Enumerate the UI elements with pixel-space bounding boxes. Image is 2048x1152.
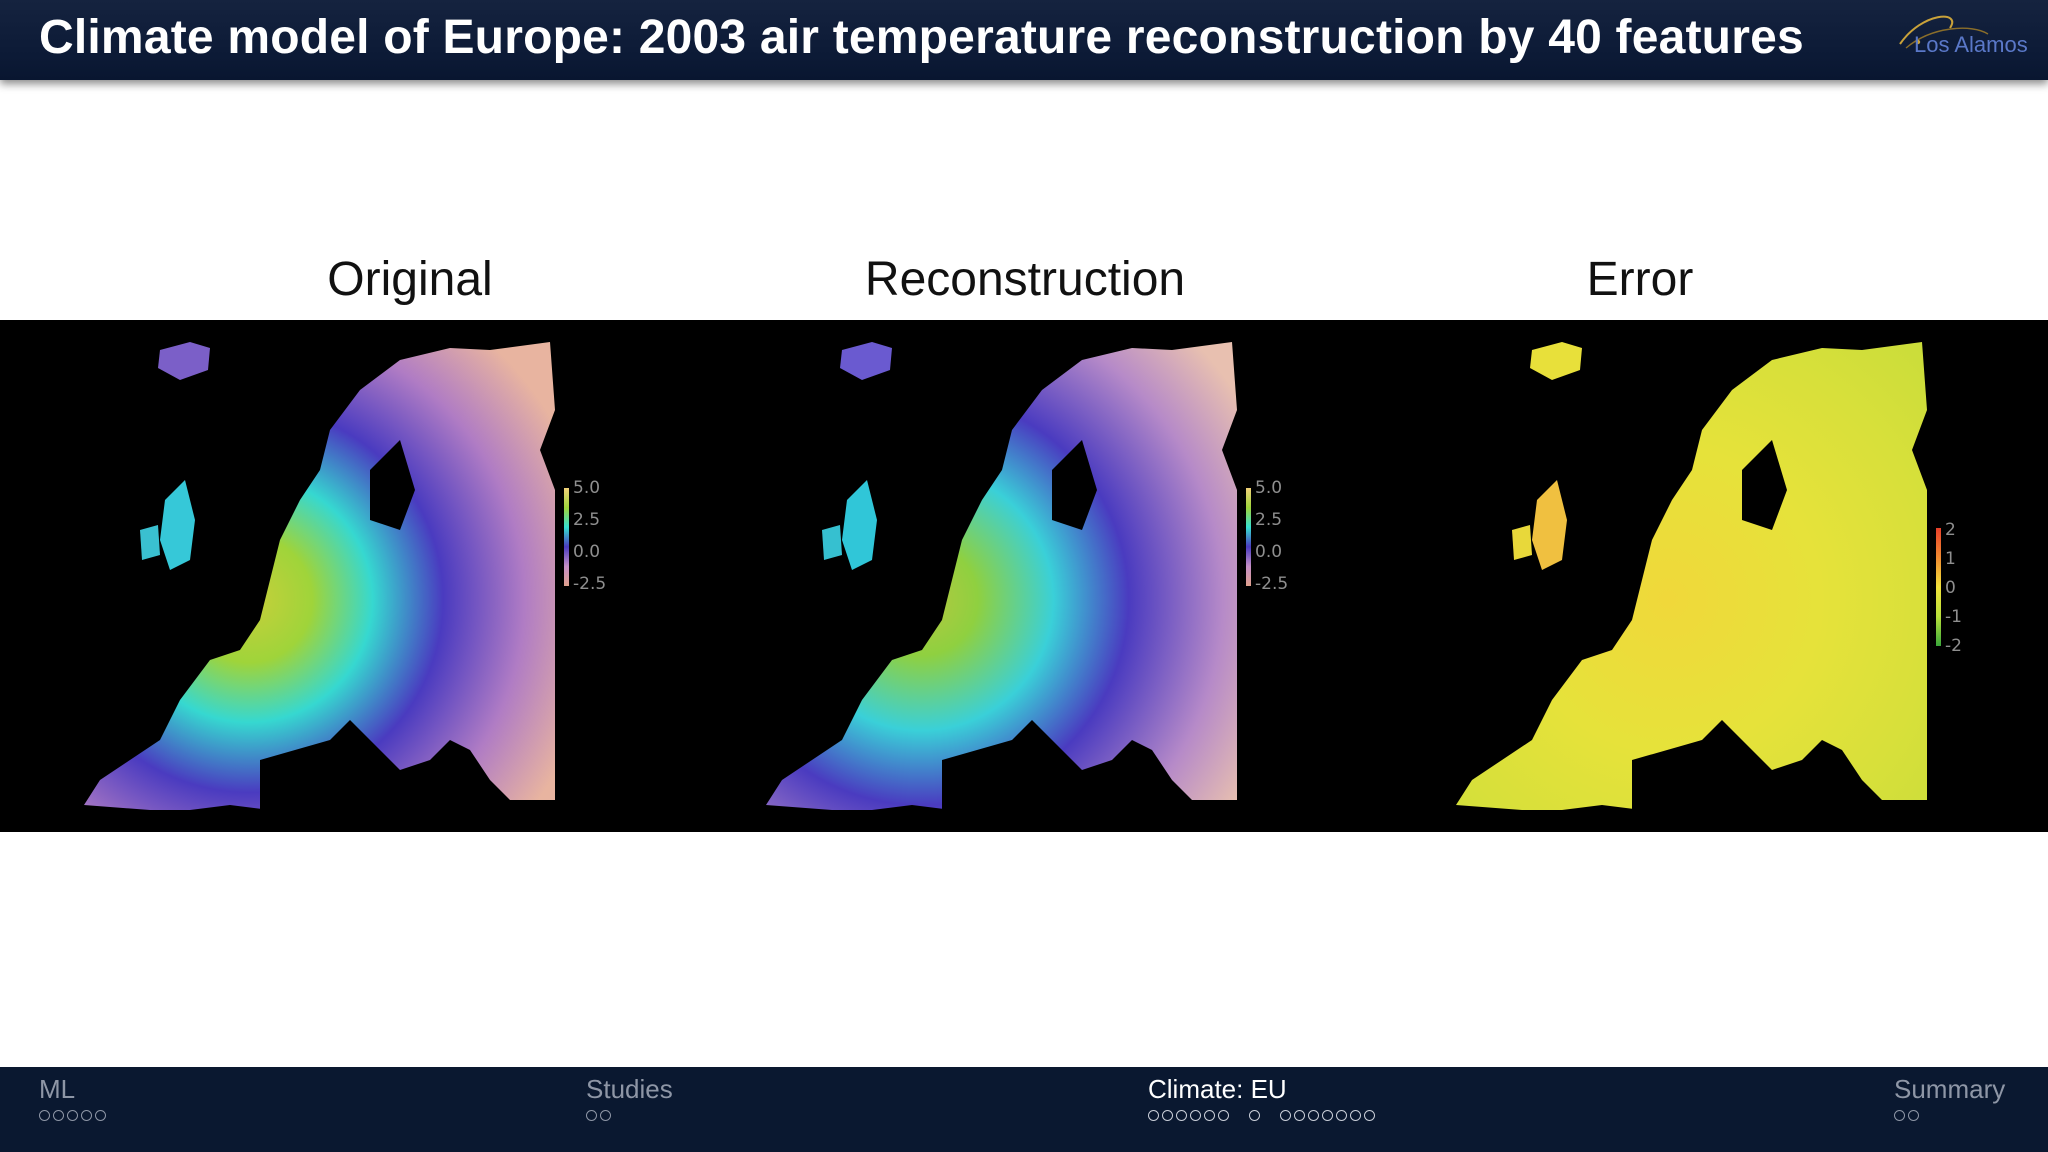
nav-label[interactable]: Summary bbox=[1894, 1074, 2006, 1104]
nav-dot[interactable] bbox=[39, 1110, 50, 1121]
nav-dot[interactable] bbox=[1204, 1110, 1215, 1121]
nav-section-summary[interactable]: Summary bbox=[1894, 1073, 2005, 1121]
logo-text: Los Alamos bbox=[1914, 32, 2028, 57]
europe-landmass bbox=[84, 342, 555, 810]
nav-dot[interactable] bbox=[1218, 1110, 1229, 1121]
colorbar-tick: 1 bbox=[1945, 549, 1956, 569]
baltic-sea bbox=[1742, 440, 1787, 530]
nav-section-studies[interactable]: Studies bbox=[586, 1073, 673, 1121]
colorbar-tick: -2.5 bbox=[573, 574, 607, 594]
nav-dot[interactable] bbox=[1364, 1110, 1375, 1121]
colorbar-tick: -2 bbox=[1945, 636, 1962, 656]
nav-dot[interactable] bbox=[1894, 1110, 1905, 1121]
colorbar-tick: 0.0 bbox=[1255, 542, 1283, 562]
footer-navigation: ML Studies Climate: EU bbox=[0, 1067, 2048, 1152]
ireland bbox=[822, 525, 842, 560]
nav-section-ml[interactable]: ML bbox=[39, 1073, 106, 1121]
colorbar-tick: -1 bbox=[1945, 607, 1962, 627]
nav-dot[interactable] bbox=[67, 1110, 78, 1121]
nav-dot[interactable] bbox=[1294, 1110, 1305, 1121]
map-panel-error: 2 1 0 -1 -2 bbox=[1442, 320, 2002, 832]
nav-dot[interactable] bbox=[1280, 1110, 1291, 1121]
nav-dot[interactable] bbox=[1908, 1110, 1919, 1121]
map-panel-reconstruction: 5.0 2.5 0.0 -2.5 bbox=[752, 320, 1312, 832]
ireland bbox=[1512, 525, 1532, 560]
britain bbox=[1532, 480, 1567, 570]
nav-dot-gap bbox=[1232, 1110, 1246, 1121]
baltic-sea bbox=[1052, 440, 1097, 530]
panel-title-error: Error bbox=[1586, 253, 1694, 306]
slide-title: Climate model of Europe: 2003 air temper… bbox=[39, 11, 1804, 64]
colorbar-original bbox=[564, 488, 569, 586]
los-alamos-logo: Los Alamos bbox=[1892, 8, 2042, 68]
colorbar-tick: 2 bbox=[1945, 520, 1956, 540]
colorbar-error bbox=[1936, 528, 1941, 646]
colorbar-tick: 5.0 bbox=[1255, 478, 1283, 498]
britain bbox=[160, 480, 195, 570]
colorbar-reconstruction bbox=[1246, 488, 1251, 586]
panel-title-original: Original bbox=[327, 253, 493, 306]
mediterranean bbox=[1632, 740, 1762, 820]
nav-dot[interactable] bbox=[1148, 1110, 1159, 1121]
map-panel-original: 5.0 2.5 0.0 -2.5 bbox=[70, 320, 630, 832]
nav-dots bbox=[1894, 1110, 2005, 1121]
mediterranean bbox=[260, 740, 390, 820]
nav-dots bbox=[586, 1110, 673, 1121]
logo-swoosh-icon bbox=[1899, 15, 1989, 49]
nav-dot[interactable] bbox=[586, 1110, 597, 1121]
britain bbox=[842, 480, 877, 570]
slide-header: Climate model of Europe: 2003 air temper… bbox=[0, 0, 2048, 80]
nav-dot[interactable] bbox=[1336, 1110, 1347, 1121]
nav-dot[interactable] bbox=[1350, 1110, 1361, 1121]
nav-dot[interactable] bbox=[1176, 1110, 1187, 1121]
nav-dot[interactable] bbox=[1249, 1110, 1260, 1121]
nav-dot[interactable] bbox=[1322, 1110, 1333, 1121]
panel-title-reconstruction: Reconstruction bbox=[864, 253, 1186, 306]
iceland bbox=[840, 342, 892, 380]
europe-map-original bbox=[84, 342, 555, 820]
baltic-sea bbox=[370, 440, 415, 530]
europe-landmass bbox=[1456, 342, 1927, 810]
nav-dot[interactable] bbox=[81, 1110, 92, 1121]
nav-dot[interactable] bbox=[1162, 1110, 1173, 1121]
nav-dot-gap bbox=[1263, 1110, 1277, 1121]
map-band: 5.0 2.5 0.0 -2.5 5. bbox=[0, 320, 2048, 832]
mediterranean bbox=[942, 740, 1072, 820]
colorbar-tick: 0 bbox=[1945, 578, 1956, 598]
nav-label[interactable]: ML bbox=[39, 1074, 76, 1104]
iceland bbox=[158, 342, 210, 380]
nav-label[interactable]: Climate: EU bbox=[1148, 1074, 1287, 1104]
europe-landmass bbox=[766, 342, 1237, 810]
nav-dot[interactable] bbox=[1190, 1110, 1201, 1121]
nav-section-climate-eu[interactable]: Climate: EU bbox=[1148, 1073, 1375, 1121]
colorbar-tick: 2.5 bbox=[573, 510, 601, 530]
nav-label[interactable]: Studies bbox=[586, 1074, 673, 1104]
ireland bbox=[140, 525, 160, 560]
europe-map-error bbox=[1456, 342, 1927, 820]
colorbar-tick: -2.5 bbox=[1255, 574, 1289, 594]
nav-dot[interactable] bbox=[95, 1110, 106, 1121]
colorbar-tick: 2.5 bbox=[1255, 510, 1283, 530]
colorbar-tick: 0.0 bbox=[573, 542, 601, 562]
nav-dot[interactable] bbox=[600, 1110, 611, 1121]
nav-dots bbox=[39, 1110, 106, 1121]
nav-dot[interactable] bbox=[1308, 1110, 1319, 1121]
europe-map-reconstruction bbox=[766, 342, 1237, 820]
nav-dot[interactable] bbox=[53, 1110, 64, 1121]
nav-dots bbox=[1148, 1110, 1375, 1121]
iceland bbox=[1530, 342, 1582, 380]
colorbar-tick: 5.0 bbox=[573, 478, 601, 498]
